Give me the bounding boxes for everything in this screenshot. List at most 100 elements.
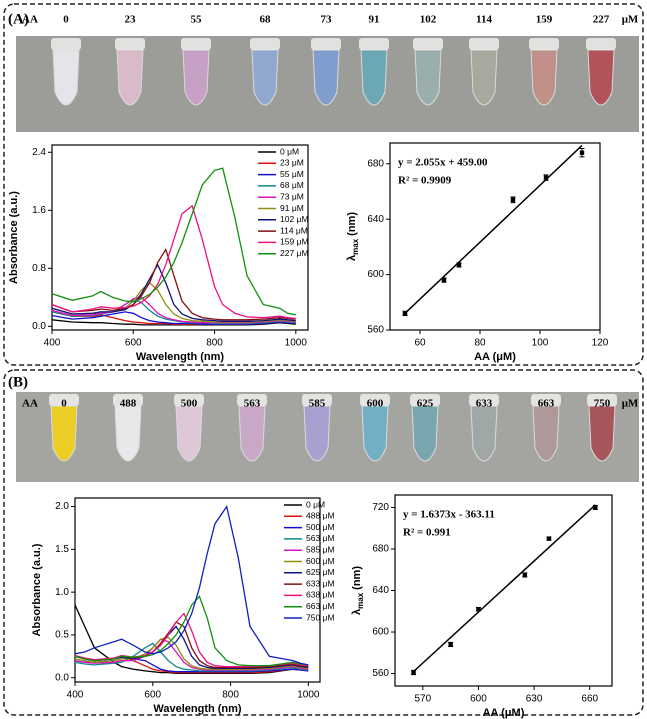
tube-label: 0 (61, 398, 67, 410)
legend-label: 625 μM (306, 567, 335, 577)
y-tick-label: 680 (367, 158, 384, 169)
y-tick-label: 1.0 (55, 587, 69, 598)
y-tick-label: 0.0 (32, 321, 46, 332)
x-tick-label: 400 (44, 338, 61, 349)
x-tick-label: 800 (222, 690, 239, 701)
spectrum-line (74, 638, 309, 671)
tube-label: 625 (417, 398, 434, 410)
tube-label: 159 (536, 14, 553, 26)
spectrum-line (51, 263, 296, 322)
legend-label: 23 μM (280, 158, 304, 168)
tube (470, 405, 498, 462)
y-tick-label: 560 (367, 325, 384, 336)
tube-cap (529, 38, 559, 50)
y-tick-label: 640 (372, 585, 389, 596)
legend-label: 585 μM (306, 544, 335, 554)
y-tick-label: 640 (367, 214, 384, 225)
annotation: y = 2.055x + 459.00 (398, 157, 488, 169)
x-tick-label: 400 (67, 690, 84, 701)
y-tick-label: 0.5 (55, 630, 69, 641)
plot-frame (389, 142, 601, 331)
tube-label: 585 (309, 398, 326, 410)
y-tick-label: 680 (372, 544, 389, 555)
y-tick-label: 600 (372, 627, 389, 638)
tube-label: 23 (125, 14, 137, 26)
legend-label: 227 μM (280, 248, 309, 258)
spectrum-line (74, 595, 309, 667)
tube-cap (49, 394, 79, 406)
tube-cap (174, 394, 204, 406)
y-axis-title: λmax (nm) (351, 566, 365, 615)
tube-cap (237, 394, 267, 406)
x-tick-label: 60 (414, 338, 426, 349)
data-point (456, 262, 462, 268)
data-point (579, 150, 585, 155)
y-tick-label: 1.6 (32, 205, 46, 216)
legend-label: 633 μM (306, 578, 335, 588)
tube (52, 49, 80, 106)
plot-frame (394, 494, 613, 687)
legend-label: 68 μM (280, 180, 304, 190)
tube-cap (359, 38, 389, 50)
tube-label: 73 (321, 14, 333, 26)
tube-label: 91 (369, 14, 380, 26)
x-tick-label: 80 (474, 338, 486, 349)
tube-label: 0 (63, 14, 69, 26)
spectrum-line (74, 505, 309, 666)
y-tick-label: 1.5 (55, 544, 69, 555)
tube-cap (250, 38, 280, 50)
tube-cap (469, 38, 499, 50)
plot-frame (51, 144, 309, 331)
x-axis-title: AA (μM) (474, 351, 516, 363)
x-tick-label: 600 (144, 690, 161, 701)
data-point (522, 572, 528, 578)
tube-row-label: AA (22, 398, 38, 410)
x-tick-label: 1000 (285, 338, 308, 349)
spectrum-line (51, 247, 296, 321)
panel-b-frame (3, 369, 644, 716)
y-axis-title: Absorbance (a.u.) (31, 543, 43, 636)
tube-label: 114 (476, 14, 492, 26)
legend-label: 73 μM (280, 191, 304, 201)
data-point (441, 277, 447, 283)
legend-label: 500 μM (306, 522, 335, 532)
x-tick-label: 660 (581, 694, 598, 705)
tube-label: 663 (538, 398, 555, 410)
spectrum-line (51, 319, 296, 326)
x-tick-label: 570 (414, 694, 431, 705)
y-axis-title: Absorbance (a.u.) (8, 191, 20, 284)
spectrum-line (74, 604, 309, 675)
tube-cap (587, 394, 617, 406)
tube (470, 49, 498, 106)
tube (175, 405, 203, 462)
tube (360, 49, 388, 106)
tube (238, 405, 266, 462)
fit-line (404, 144, 583, 314)
tube-cap (469, 394, 499, 406)
y-tick-label: 2.4 (32, 147, 46, 158)
tube-label: 600 (367, 398, 384, 410)
y-axis-symbol: λ (351, 609, 363, 615)
panel-label: (A) (8, 11, 29, 27)
data-point (448, 642, 453, 647)
x-tick-label: 600 (125, 338, 142, 349)
tube-cap (360, 394, 390, 406)
data-point (543, 175, 549, 180)
x-axis-title: Wavelength (nm) (153, 703, 242, 715)
tube (532, 405, 560, 462)
tube-cap (311, 38, 341, 50)
tube-label: 563 (244, 398, 261, 410)
y-axis-subscript: max (356, 592, 365, 609)
data-point (510, 197, 516, 202)
tube-unit: μM (622, 14, 639, 26)
tube-label: 227 (593, 14, 610, 26)
fit-line (413, 504, 596, 673)
legend-label: 563 μM (306, 533, 335, 543)
spectrum-line (74, 636, 309, 670)
tube (116, 49, 144, 106)
y-axis-subscript: max (351, 238, 360, 255)
tube (530, 49, 558, 106)
legend-label: 750 μM (306, 612, 335, 622)
tube-cap (302, 394, 332, 406)
